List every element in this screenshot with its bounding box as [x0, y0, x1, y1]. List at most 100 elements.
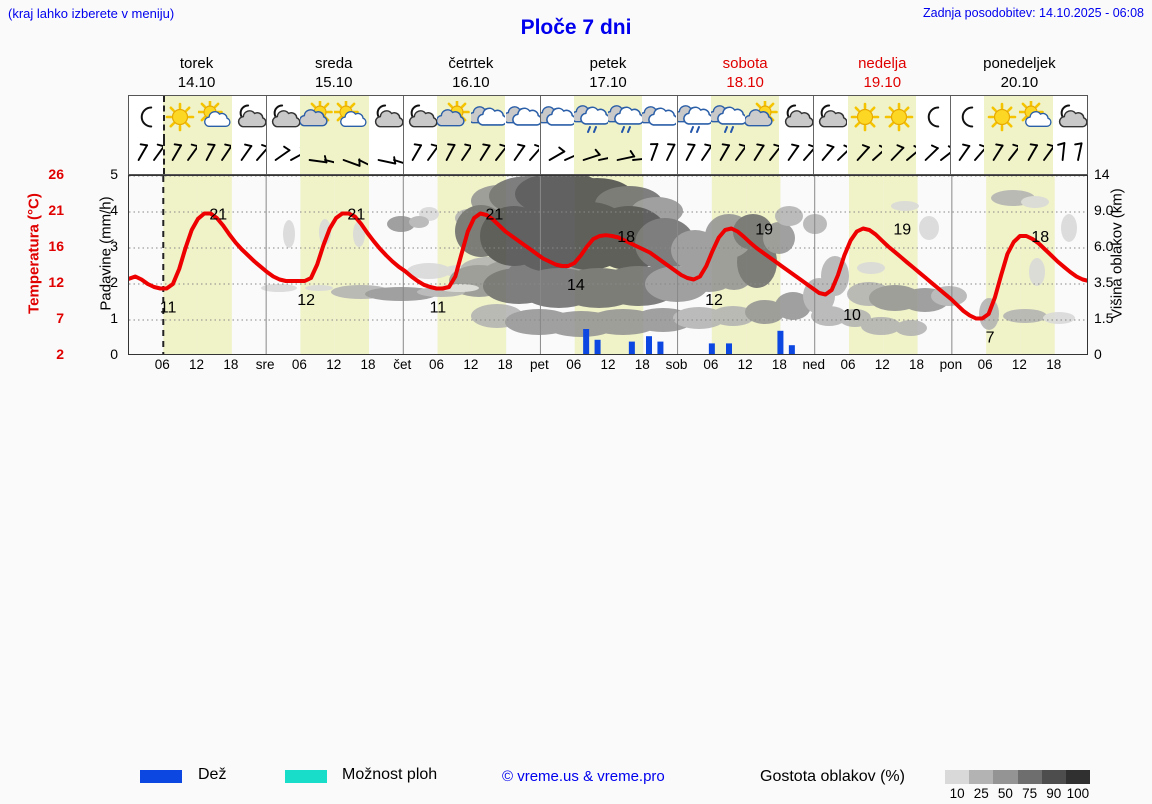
moon-cloud-icon — [779, 96, 813, 140]
temperature-value-label: 12 — [297, 292, 315, 309]
wind-barb-cell — [882, 140, 916, 174]
x-tick-label: 18 — [223, 357, 238, 372]
cloud-rain-icon — [711, 96, 745, 140]
moon-icon — [916, 96, 950, 140]
wind-barb-cell — [745, 140, 779, 174]
x-tick-label: 12 — [738, 357, 753, 372]
x-tick-label: 06 — [703, 357, 718, 372]
x-tick-label: 06 — [840, 357, 855, 372]
day-separator — [266, 96, 267, 140]
day-separator — [813, 96, 814, 140]
wind-barb-cell — [471, 140, 505, 174]
chart-legend: Dež Možnost ploh © vreme.us & vreme.pro … — [0, 380, 1152, 425]
cloud-rain-icon — [677, 96, 711, 140]
wind-barb-cell — [848, 140, 882, 174]
cloud-density-tick: 90 — [1046, 786, 1061, 801]
moon-icon — [950, 96, 984, 140]
x-tick-label: 06 — [292, 357, 307, 372]
moon-cloud-icon — [813, 96, 847, 140]
x-tick-label: 12 — [1012, 357, 1027, 372]
cloud-density-swatch — [1066, 770, 1090, 784]
wind-barb-cell — [574, 140, 608, 174]
cloud-height-tick: 6.0 — [1094, 238, 1136, 254]
x-tick-label: 18 — [909, 357, 924, 372]
cloud-density-tick: 25 — [974, 786, 989, 801]
x-tick-label: 18 — [772, 357, 787, 372]
cloud-density-tick: 50 — [998, 786, 1013, 801]
temperature-tick: 16 — [30, 238, 64, 254]
temperature-tick: 26 — [30, 166, 64, 182]
sun-icon — [163, 96, 197, 140]
precipitation-tick: 4 — [96, 202, 118, 218]
wind-barb-cell — [266, 140, 300, 174]
temperature-value-label: 7 — [986, 330, 995, 347]
sun-icon — [984, 96, 1018, 140]
day-name: torek — [128, 54, 265, 73]
wind-barb-cell — [950, 140, 984, 174]
temperature-value-label: 19 — [755, 222, 773, 239]
cloud-density-swatch — [1042, 770, 1066, 784]
day-date: 14.10 — [128, 73, 265, 92]
cloud-density-tick: 75 — [1022, 786, 1037, 801]
x-tick-label: 12 — [326, 357, 341, 372]
day-name: petek — [539, 54, 676, 73]
cloud-height-tick: 3.5 — [1094, 274, 1136, 290]
moon-icon — [129, 96, 163, 140]
day-name: ponedeljek — [951, 54, 1088, 73]
day-separator — [540, 140, 541, 174]
x-tick-label: 12 — [600, 357, 615, 372]
cloud-height-tick: 9.0 — [1094, 202, 1136, 218]
current-time-marker — [163, 140, 165, 174]
cloud-density-swatch — [1018, 770, 1042, 784]
sun-cloud-icon — [334, 96, 368, 140]
wind-barb-cell — [608, 140, 642, 174]
cloud-sun-icon — [300, 96, 334, 140]
cloud-icon — [505, 96, 539, 140]
cloud-icon — [642, 96, 676, 140]
day-separator — [813, 140, 814, 174]
temperature-value-label: 18 — [617, 229, 635, 246]
temperature-value-label: 19 — [893, 222, 911, 239]
wind-barb-cell — [779, 140, 813, 174]
wind-barb-cell — [540, 140, 574, 174]
wind-barb-cell — [129, 140, 163, 174]
cloud-height-tick: 0 — [1094, 346, 1136, 362]
cloud-height-tick: 14 — [1094, 166, 1136, 182]
cloud-density-swatch — [969, 770, 993, 784]
moon-cloud-icon — [403, 96, 437, 140]
wind-barb-cell — [369, 140, 403, 174]
day-date: 15.10 — [265, 73, 402, 92]
x-tick-label: 18 — [635, 357, 650, 372]
precipitation-tick: 1 — [96, 310, 118, 326]
day-name: sobota — [677, 54, 814, 73]
wind-barb-cell — [197, 140, 231, 174]
x-tick-label: 06 — [429, 357, 444, 372]
x-tick-label: sob — [666, 357, 688, 372]
cloud-rain-icon — [574, 96, 608, 140]
sun-cloud-icon — [197, 96, 231, 140]
x-tick-label: 06 — [155, 357, 170, 372]
day-name: nedelja — [814, 54, 951, 73]
cloud-height-tick: 1.5 — [1094, 310, 1136, 326]
x-tick-label: 18 — [360, 357, 375, 372]
day-separator — [677, 96, 678, 140]
wind-barb-cell — [813, 140, 847, 174]
x-tick-label: 12 — [463, 357, 478, 372]
temperature-value-label: 11 — [160, 300, 177, 317]
temperature-value-label: 12 — [705, 292, 723, 309]
x-tick-label: pet — [530, 357, 549, 372]
copyright-link[interactable]: © vreme.us & vreme.pro — [502, 768, 665, 785]
rain-legend-swatch — [140, 770, 182, 783]
wind-barb-row — [128, 140, 1088, 175]
cloud-density-swatch — [993, 770, 1017, 784]
cloud-sun-icon — [437, 96, 471, 140]
moon-cloud-icon — [1053, 96, 1087, 140]
moon-cloud-icon — [266, 96, 300, 140]
